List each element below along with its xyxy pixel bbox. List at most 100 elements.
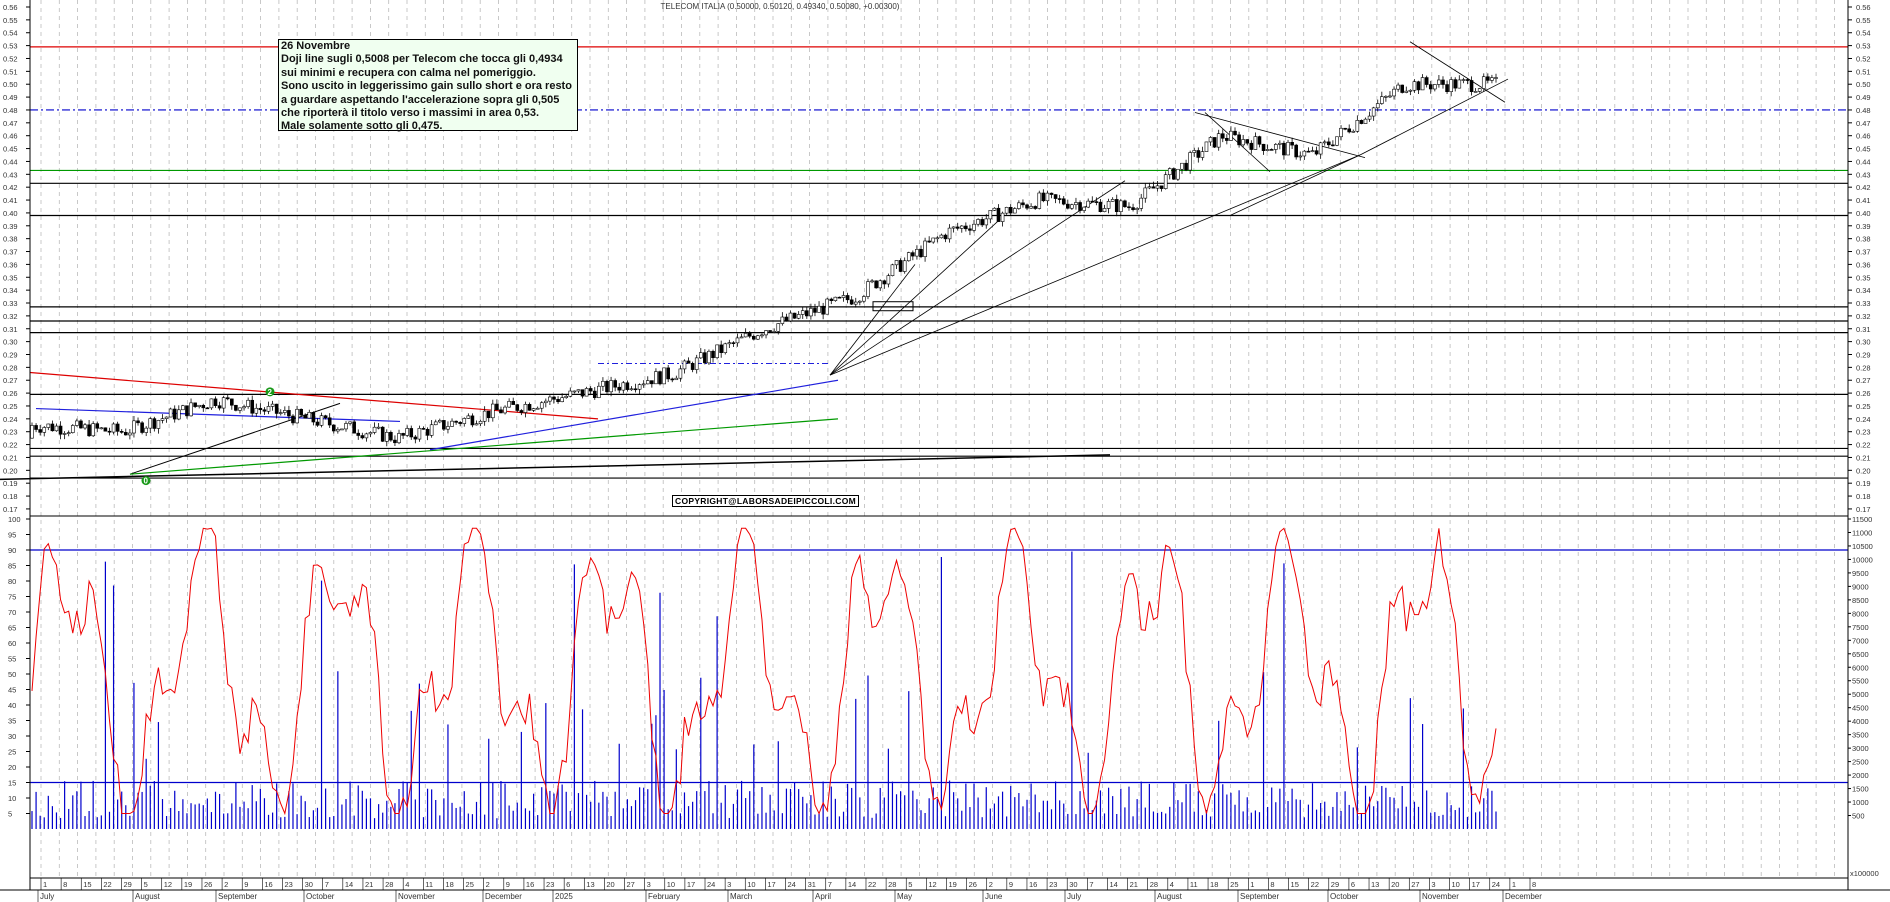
svg-text:0.48: 0.48 xyxy=(3,106,18,115)
svg-text:0.26: 0.26 xyxy=(1856,389,1871,398)
svg-text:9500: 9500 xyxy=(1852,569,1869,578)
svg-text:28: 28 xyxy=(385,880,393,889)
svg-text:0.49: 0.49 xyxy=(3,93,18,102)
svg-text:0.44: 0.44 xyxy=(1856,157,1871,166)
svg-text:0.25: 0.25 xyxy=(3,402,18,411)
svg-text:20: 20 xyxy=(1391,880,1399,889)
svg-text:55: 55 xyxy=(8,655,16,664)
svg-text:0.43: 0.43 xyxy=(1856,170,1871,179)
svg-text:6: 6 xyxy=(566,880,570,889)
trend-lines xyxy=(0,41,1509,481)
svg-text:11500: 11500 xyxy=(1852,515,1872,524)
svg-text:7000: 7000 xyxy=(1852,636,1869,645)
svg-text:15: 15 xyxy=(83,880,91,889)
svg-text:28: 28 xyxy=(888,880,896,889)
annotation-line: a guardare aspettando l'accelerazione so… xyxy=(281,93,560,106)
svg-text:6: 6 xyxy=(1351,880,1355,889)
svg-text:September: September xyxy=(1240,892,1279,901)
annotation-line: sui minimi e recupera con calma nel pome… xyxy=(281,66,536,79)
horizontal-levels xyxy=(30,46,1848,784)
svg-text:5: 5 xyxy=(144,880,148,889)
marker-0-icon: 0 xyxy=(141,476,151,486)
annotation-line: Doji line sugli 0,5008 per Telecom che t… xyxy=(281,53,563,66)
svg-text:0.36: 0.36 xyxy=(1856,260,1871,269)
svg-text:1500: 1500 xyxy=(1852,785,1869,794)
svg-text:4000: 4000 xyxy=(1852,717,1869,726)
svg-text:30: 30 xyxy=(305,880,313,889)
svg-text:0.30: 0.30 xyxy=(3,338,18,347)
svg-text:25: 25 xyxy=(1230,880,1238,889)
svg-text:0.45: 0.45 xyxy=(3,145,18,154)
marker-2-icon: 2 xyxy=(265,387,275,397)
svg-text:0.51: 0.51 xyxy=(3,67,18,76)
svg-text:0.55: 0.55 xyxy=(1856,16,1871,25)
svg-text:June: June xyxy=(985,892,1003,901)
svg-text:0.19: 0.19 xyxy=(3,479,18,488)
svg-text:0.52: 0.52 xyxy=(3,54,18,63)
svg-text:0.34: 0.34 xyxy=(3,286,18,295)
svg-text:0.20: 0.20 xyxy=(3,466,18,475)
svg-text:8: 8 xyxy=(63,880,67,889)
svg-text:0.17: 0.17 xyxy=(3,505,18,514)
svg-text:0.42: 0.42 xyxy=(3,183,18,192)
svg-text:19: 19 xyxy=(948,880,956,889)
copyright-label: COPYRIGHT@LABORSADEIPICCOLI.COM xyxy=(672,495,859,507)
svg-text:27: 27 xyxy=(1411,880,1419,889)
svg-text:0.55: 0.55 xyxy=(3,16,18,25)
svg-text:0.40: 0.40 xyxy=(3,209,18,218)
annotation-date: 26 Novembre xyxy=(281,40,351,52)
svg-text:2: 2 xyxy=(224,880,228,889)
svg-text:May: May xyxy=(897,892,912,901)
svg-text:x100000: x100000 xyxy=(1850,869,1879,878)
svg-text:November: November xyxy=(398,892,435,901)
svg-text:18: 18 xyxy=(1210,880,1218,889)
svg-text:9: 9 xyxy=(1009,880,1013,889)
svg-text:0.53: 0.53 xyxy=(1856,42,1871,51)
svg-text:60: 60 xyxy=(8,639,16,648)
svg-text:0.27: 0.27 xyxy=(1856,376,1871,385)
svg-text:10500: 10500 xyxy=(1852,542,1873,551)
svg-text:5: 5 xyxy=(908,880,912,889)
svg-text:23: 23 xyxy=(284,880,292,889)
svg-text:1000: 1000 xyxy=(1852,798,1869,807)
svg-text:27: 27 xyxy=(627,880,635,889)
svg-text:0.29: 0.29 xyxy=(1856,350,1871,359)
svg-text:0.39: 0.39 xyxy=(1856,222,1871,231)
svg-text:11000: 11000 xyxy=(1852,528,1872,537)
svg-text:0.40: 0.40 xyxy=(1856,209,1871,218)
svg-text:10: 10 xyxy=(1452,880,1460,889)
svg-text:10: 10 xyxy=(8,794,16,803)
svg-text:4: 4 xyxy=(1170,880,1174,889)
svg-text:7: 7 xyxy=(325,880,329,889)
svg-text:35: 35 xyxy=(8,717,16,726)
svg-text:16: 16 xyxy=(1029,880,1037,889)
svg-text:15: 15 xyxy=(1291,880,1299,889)
svg-text:29: 29 xyxy=(1331,880,1339,889)
svg-text:4500: 4500 xyxy=(1852,704,1869,713)
svg-text:0.54: 0.54 xyxy=(3,29,18,38)
svg-text:100: 100 xyxy=(8,515,21,524)
svg-text:September: September xyxy=(218,892,257,901)
svg-text:0.36: 0.36 xyxy=(3,260,18,269)
svg-text:7500: 7500 xyxy=(1852,623,1869,632)
svg-text:0.24: 0.24 xyxy=(1856,415,1871,424)
svg-text:0.52: 0.52 xyxy=(1856,54,1871,63)
svg-text:24: 24 xyxy=(788,880,796,889)
svg-text:23: 23 xyxy=(1049,880,1057,889)
svg-text:3000: 3000 xyxy=(1852,744,1869,753)
svg-text:16: 16 xyxy=(526,880,534,889)
chart-title: TELECOM ITALIA (0.50000, 0.50120, 0.4934… xyxy=(660,2,900,11)
svg-text:0.28: 0.28 xyxy=(1856,363,1871,372)
svg-text:0.38: 0.38 xyxy=(3,235,18,244)
svg-text:30: 30 xyxy=(1069,880,1077,889)
svg-text:October: October xyxy=(306,892,335,901)
svg-text:95: 95 xyxy=(8,531,16,540)
svg-text:13: 13 xyxy=(1371,880,1379,889)
svg-text:0.23: 0.23 xyxy=(3,428,18,437)
annotation-line: Sono uscito in leggerissimo gain sullo s… xyxy=(281,80,572,93)
svg-text:0.35: 0.35 xyxy=(1856,273,1871,282)
svg-text:2: 2 xyxy=(486,880,490,889)
svg-text:0.39: 0.39 xyxy=(3,222,18,231)
svg-text:28: 28 xyxy=(1150,880,1158,889)
